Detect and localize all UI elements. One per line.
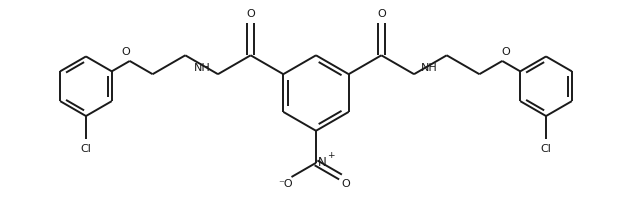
Text: NH: NH xyxy=(194,63,211,73)
Text: O: O xyxy=(121,47,130,57)
Text: NH: NH xyxy=(421,63,438,73)
Text: O: O xyxy=(341,179,350,189)
Text: +: + xyxy=(327,151,335,160)
Text: O: O xyxy=(502,47,511,57)
Text: ⁻O: ⁻O xyxy=(278,179,293,189)
Text: N: N xyxy=(318,156,327,169)
Text: O: O xyxy=(246,9,255,19)
Text: Cl: Cl xyxy=(540,144,552,154)
Text: O: O xyxy=(377,9,386,19)
Text: Cl: Cl xyxy=(80,144,92,154)
